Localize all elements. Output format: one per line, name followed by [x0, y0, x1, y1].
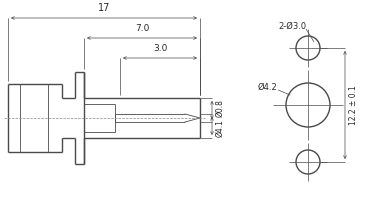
- Text: Ø0.8: Ø0.8: [215, 99, 224, 117]
- Text: Ø4.1: Ø4.1: [215, 119, 224, 137]
- Text: 12.2 ± 0.1: 12.2 ± 0.1: [349, 85, 358, 125]
- Text: Ø4.2: Ø4.2: [258, 82, 278, 92]
- Text: 17: 17: [98, 3, 110, 13]
- Text: 2-Ø3.0: 2-Ø3.0: [278, 21, 306, 30]
- Text: 7.0: 7.0: [135, 24, 149, 33]
- Text: 3.0: 3.0: [153, 44, 167, 53]
